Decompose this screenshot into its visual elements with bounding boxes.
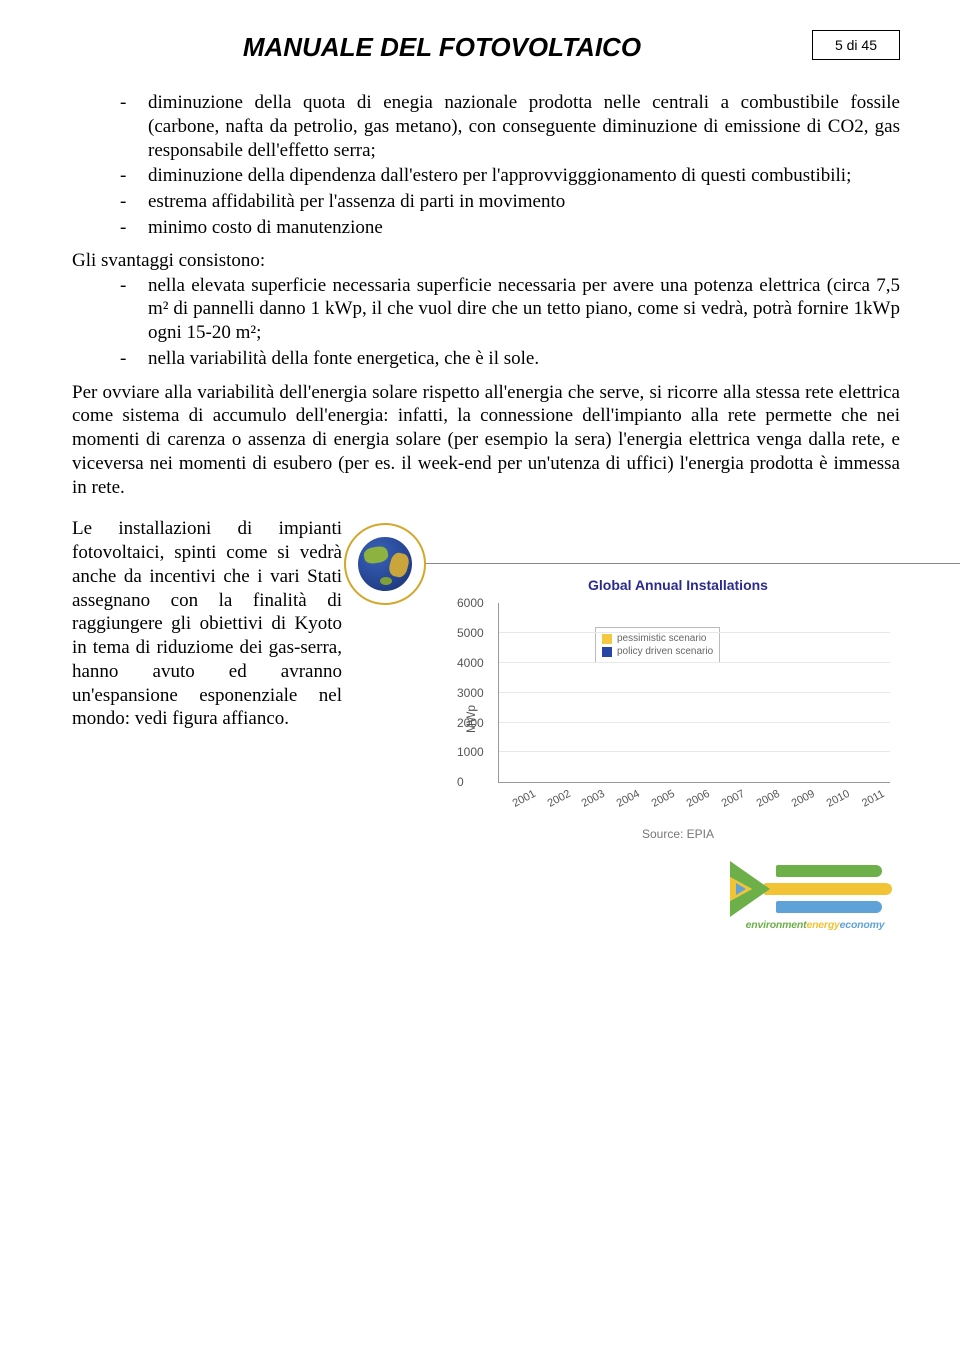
chart-plot-area: pessimistic scenario policy driven scena… (498, 603, 890, 783)
list-item: -minimo costo di manutenzione (120, 216, 900, 240)
list-item-text: estrema affidabilità per l'assenza di pa… (148, 190, 900, 214)
footer-logo: environmentenergyeconomy (730, 861, 900, 931)
divider-line (426, 563, 960, 564)
disadvantages-intro: Gli svantaggi consistono: (72, 250, 900, 272)
installations-chart: Global Annual Installations MWp pessimis… (458, 577, 898, 841)
chart-title: Global Annual Installations (458, 577, 898, 593)
list-item: -diminuzione della quota di enegia nazio… (120, 91, 900, 162)
paragraph-installations: Le installazioni di impianti fotovoltaic… (72, 517, 342, 837)
list-item-text: minimo costo di manutenzione (148, 216, 900, 240)
disadvantages-list: -nella elevata superficie necessaria sup… (120, 274, 900, 371)
list-item: -nella elevata superficie necessaria sup… (120, 274, 900, 345)
logo-mark-icon (730, 861, 900, 917)
list-item-text: diminuzione della dipendenza dall'estero… (148, 164, 900, 188)
installations-section: Le installazioni di impianti fotovoltaic… (72, 517, 900, 837)
advantages-list: -diminuzione della quota di enegia nazio… (120, 91, 900, 240)
list-item-text: nella variabilità della fonte energetica… (148, 347, 900, 371)
chart-source: Source: EPIA (458, 827, 898, 841)
document-title: MANUALE DEL FOTOVOLTAICO (72, 30, 812, 63)
list-item: -diminuzione della dipendenza dall'ester… (120, 164, 900, 188)
paragraph-grid: Per ovviare alla variabilità dell'energi… (72, 381, 900, 500)
list-item: -nella variabilità della fonte energetic… (120, 347, 900, 371)
chart-bars (499, 603, 890, 782)
page-number-box: 5 di 45 (812, 30, 900, 60)
list-item-text: nella elevata superficie necessaria supe… (148, 274, 900, 345)
globe-icon (344, 523, 426, 605)
page-header: MANUALE DEL FOTOVOLTAICO 5 di 45 (72, 30, 900, 63)
chart-x-labels: 2001200220032004200520062007200820092010… (498, 783, 890, 799)
chart-figure: Global Annual Installations MWp pessimis… (366, 517, 900, 837)
logo-text: environmentenergyeconomy (730, 919, 900, 931)
list-item-text: diminuzione della quota di enegia nazion… (148, 91, 900, 162)
list-item: -estrema affidabilità per l'assenza di p… (120, 190, 900, 214)
